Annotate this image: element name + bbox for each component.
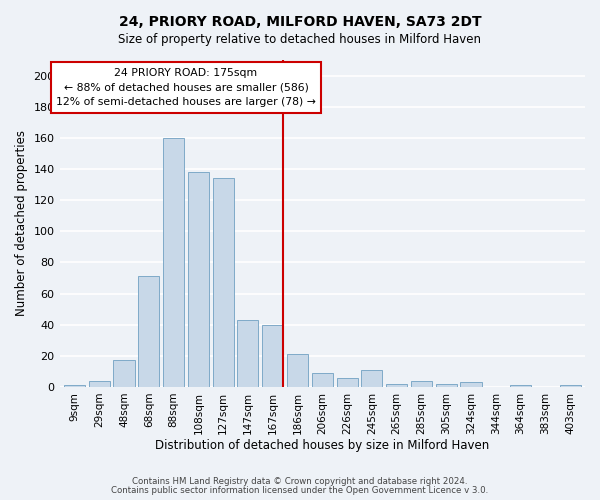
Bar bbox=[238, 320, 259, 387]
Bar bbox=[386, 384, 407, 387]
Bar bbox=[262, 324, 283, 387]
Text: Contains public sector information licensed under the Open Government Licence v : Contains public sector information licen… bbox=[112, 486, 488, 495]
X-axis label: Distribution of detached houses by size in Milford Haven: Distribution of detached houses by size … bbox=[155, 440, 490, 452]
Bar bbox=[460, 382, 482, 387]
Bar bbox=[411, 380, 432, 387]
Bar bbox=[287, 354, 308, 387]
Text: Size of property relative to detached houses in Milford Haven: Size of property relative to detached ho… bbox=[119, 32, 482, 46]
Bar bbox=[436, 384, 457, 387]
Text: Contains HM Land Registry data © Crown copyright and database right 2024.: Contains HM Land Registry data © Crown c… bbox=[132, 477, 468, 486]
Bar bbox=[64, 386, 85, 387]
Bar bbox=[337, 378, 358, 387]
Text: 24, PRIORY ROAD, MILFORD HAVEN, SA73 2DT: 24, PRIORY ROAD, MILFORD HAVEN, SA73 2DT bbox=[119, 15, 481, 29]
Bar bbox=[560, 386, 581, 387]
Text: 24 PRIORY ROAD: 175sqm
← 88% of detached houses are smaller (586)
12% of semi-de: 24 PRIORY ROAD: 175sqm ← 88% of detached… bbox=[56, 68, 316, 108]
Bar bbox=[89, 380, 110, 387]
Bar bbox=[312, 373, 333, 387]
Bar bbox=[163, 138, 184, 387]
Bar bbox=[188, 172, 209, 387]
Bar bbox=[138, 276, 160, 387]
Bar bbox=[212, 178, 233, 387]
Bar bbox=[113, 360, 134, 387]
Bar bbox=[510, 386, 531, 387]
Bar bbox=[361, 370, 382, 387]
Y-axis label: Number of detached properties: Number of detached properties bbox=[15, 130, 28, 316]
